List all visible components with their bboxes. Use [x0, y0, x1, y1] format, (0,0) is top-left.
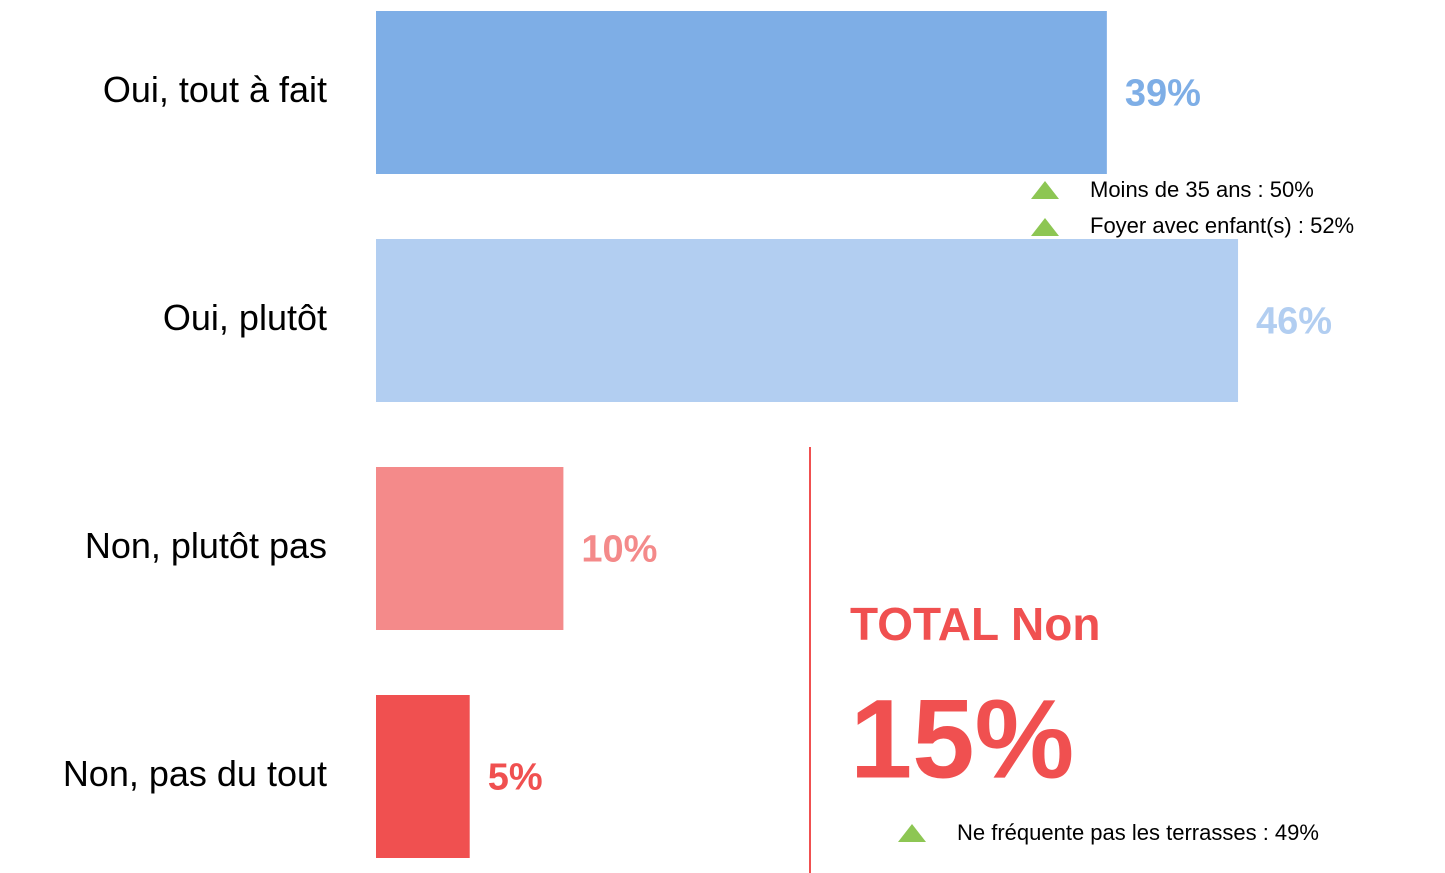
- category-label: Non, plutôt pas: [85, 525, 327, 566]
- total-value: 15%: [850, 677, 1074, 802]
- category-label: Oui, plutôt: [163, 297, 327, 338]
- bar: [376, 467, 564, 630]
- category-label: Oui, tout à fait: [103, 69, 327, 110]
- bar: [376, 11, 1107, 174]
- bar: [376, 239, 1239, 402]
- up-triangle: [1031, 218, 1059, 236]
- up-triangle: [898, 824, 926, 842]
- value-label: 46%: [1256, 301, 1332, 343]
- up-triangle: [1031, 181, 1059, 199]
- bar: [376, 695, 470, 858]
- note: Foyer avec enfant(s) : 52%: [1090, 213, 1354, 238]
- total-title: TOTAL Non: [850, 598, 1100, 650]
- value-label: 10%: [581, 529, 657, 571]
- note: Ne fréquente pas les terrasses : 49%: [957, 820, 1319, 845]
- value-label: 5%: [488, 757, 543, 799]
- category-label: Non, pas du tout: [63, 753, 327, 794]
- note: Moins de 35 ans : 50%: [1090, 177, 1314, 202]
- value-label: 39%: [1125, 73, 1201, 115]
